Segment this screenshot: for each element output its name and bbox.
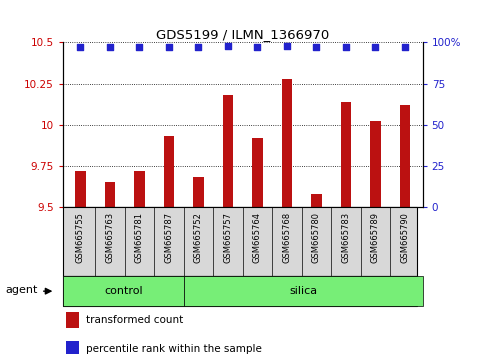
Point	[254, 45, 261, 50]
Bar	[193, 177, 204, 207]
Point	[136, 45, 143, 50]
Bar	[282, 79, 292, 207]
Text: GSM665780: GSM665780	[312, 212, 321, 263]
Title: GDS5199 / ILMN_1366970: GDS5199 / ILMN_1366970	[156, 28, 329, 41]
Point	[195, 45, 202, 50]
Bar	[341, 102, 351, 207]
Bar	[66, 341, 79, 354]
Point	[77, 45, 85, 50]
Text: GSM665787: GSM665787	[165, 212, 173, 263]
Point	[371, 45, 379, 50]
Text: GSM665768: GSM665768	[283, 212, 291, 263]
Point	[342, 45, 350, 50]
Point	[401, 45, 409, 50]
Text: GSM665783: GSM665783	[341, 212, 351, 263]
Text: GSM665755: GSM665755	[76, 212, 85, 263]
Bar	[66, 312, 79, 328]
Bar	[400, 105, 410, 207]
Text: GSM665757: GSM665757	[224, 212, 232, 263]
Bar	[370, 121, 381, 207]
Point	[224, 43, 232, 48]
Point	[165, 45, 173, 50]
Text: GSM665781: GSM665781	[135, 212, 144, 263]
Bar	[164, 136, 174, 207]
Text: GSM665764: GSM665764	[253, 212, 262, 263]
Point	[313, 45, 320, 50]
Bar	[134, 171, 144, 207]
Bar	[75, 171, 85, 207]
Bar	[63, 276, 184, 306]
Text: transformed count: transformed count	[86, 315, 184, 325]
Text: GSM665763: GSM665763	[105, 212, 114, 263]
Bar	[311, 194, 322, 207]
Bar	[184, 276, 423, 306]
Text: GSM665752: GSM665752	[194, 212, 203, 263]
Bar	[223, 95, 233, 207]
Text: silica: silica	[289, 286, 317, 296]
Text: agent: agent	[5, 285, 37, 295]
Text: GSM665789: GSM665789	[371, 212, 380, 263]
Text: control: control	[104, 286, 142, 296]
Text: GSM665790: GSM665790	[400, 212, 410, 263]
Point	[283, 43, 291, 48]
Bar	[105, 182, 115, 207]
Point	[106, 45, 114, 50]
Text: percentile rank within the sample: percentile rank within the sample	[86, 344, 262, 354]
Bar	[252, 138, 263, 207]
